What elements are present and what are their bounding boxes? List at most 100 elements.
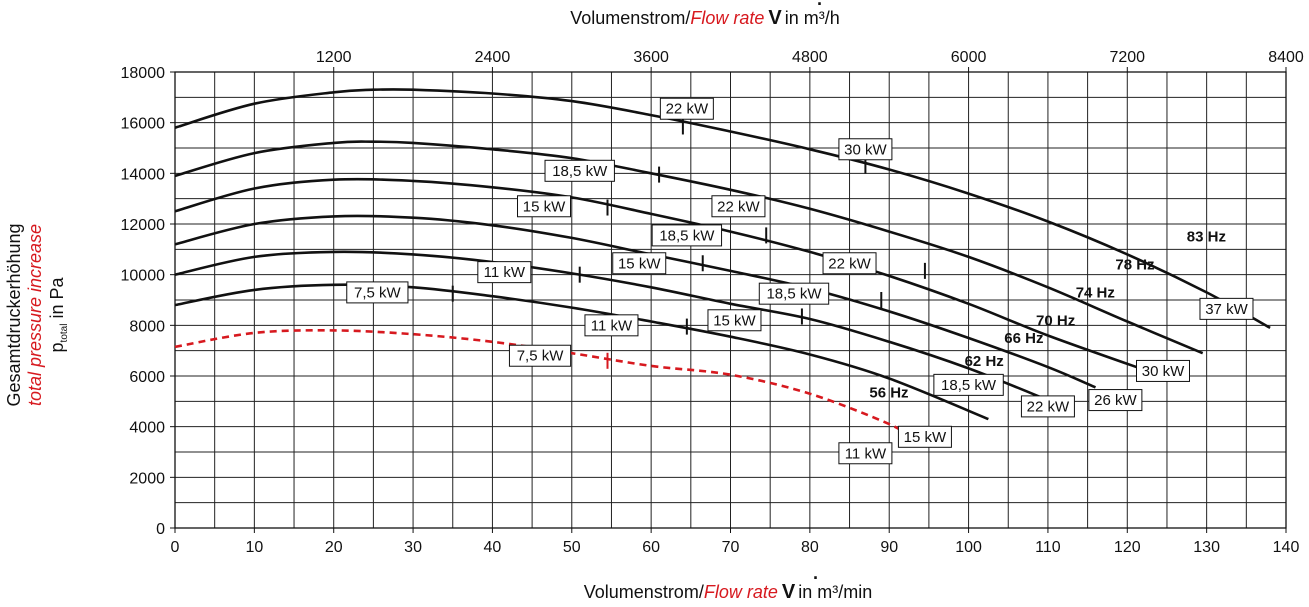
x-tick-label: 100 [955, 539, 982, 556]
power-label-box [508, 344, 572, 367]
x-tick-label: 120 [1114, 539, 1141, 556]
power-label: 18,5 kW [766, 286, 822, 303]
y-axis-title-p: p [47, 342, 67, 352]
power-label-box [822, 252, 877, 275]
y-axis-title-line2: total pressure increase [25, 224, 45, 406]
power-label: 26 kW [1094, 392, 1137, 409]
power-label: 22 kW [1027, 398, 1070, 415]
x-top-tick-label: 2400 [475, 49, 511, 66]
power-label: 11 kW [845, 445, 887, 462]
power-label-box [838, 442, 893, 465]
x-axis-bottom-title-prefix: Volumenstrom/ [584, 582, 704, 602]
curve-74hz [174, 177, 1152, 374]
y-tick-label: 2000 [129, 470, 165, 487]
frequency-label: 62 Hz [965, 353, 1004, 370]
x-axis-bottom-title-dot: · [813, 568, 819, 588]
x-tick-label: 110 [1035, 539, 1061, 556]
x-tick-label: 50 [563, 539, 581, 556]
frequency-label: 78 Hz [1115, 257, 1154, 274]
power-label-box [584, 314, 639, 337]
y-tick-label: 16000 [121, 116, 166, 133]
power-label: 15 kW [523, 198, 566, 215]
x-axis-bottom-title-suffix: in m³/min [798, 582, 872, 602]
frequency-label: 56 Hz [869, 384, 908, 401]
y-axis-ticks: 0 2000 4000 6000 8000 10000 12000 14000 16000 180… [121, 65, 175, 538]
x-tick-label: 60 [642, 539, 660, 556]
power-label-box [707, 309, 762, 332]
power-label: 15 kW [618, 255, 661, 272]
y-axis-title: Gesamtdruckerhöhung total pressure incre… [4, 223, 70, 406]
power-label: 22 kW [717, 198, 760, 215]
power-label-box [1088, 389, 1143, 412]
power-label: 15 kW [904, 429, 947, 446]
x-top-tick-label: 8400 [1268, 49, 1304, 66]
power-label: 30 kW [844, 141, 887, 158]
power-label: 7,5 kW [517, 348, 565, 365]
power-label-box [758, 282, 830, 305]
power-label: 37 kW [1205, 301, 1248, 318]
y-axis-title-sub: total [59, 324, 70, 343]
x-tick-label: 80 [801, 539, 819, 556]
x-tick-label: 0 [171, 539, 180, 556]
power-label-box [933, 373, 1004, 396]
power-label: 18,5 kW [659, 227, 715, 244]
curve-78hz [174, 140, 1204, 355]
power-label: 7,5 kW [354, 284, 402, 301]
x-tick-label: 40 [484, 539, 502, 556]
y-tick-label: 14000 [121, 166, 166, 183]
y-tick-label: 4000 [129, 420, 165, 437]
power-label-box [346, 281, 409, 304]
x-top-tick-label: 6000 [951, 49, 987, 66]
y-axis-title-unit: in Pa [47, 277, 67, 324]
power-label-box [1199, 297, 1254, 320]
power-label: 18,5 kW [552, 163, 608, 180]
power-label: 11 kW [591, 317, 633, 334]
y-tick-label: 8000 [129, 318, 165, 335]
frequency-label: 70 Hz [1036, 312, 1075, 329]
x-tick-label: 30 [404, 539, 422, 556]
x-axis-top-ticks: 1200 2400 3600 4800 6000 7200 8400 [316, 49, 1304, 72]
x-tick-label: 20 [325, 539, 343, 556]
frequency-label: 74 Hz [1076, 284, 1115, 301]
x-axis-bottom-title-symbol: V [782, 581, 796, 603]
x-axis-top-title-suffix: in m³/h [785, 8, 840, 28]
power-label-box [1135, 359, 1190, 382]
x-axis-top-title-red: Flow rate [690, 8, 764, 28]
curve-83hz [174, 88, 1271, 330]
y-tick-label: 12000 [121, 217, 166, 234]
power-label-box [711, 195, 766, 218]
power-label-box [897, 425, 952, 448]
power-label-box [544, 159, 615, 182]
power-label-box [477, 261, 532, 284]
x-axis-top-title-dot: · [817, 0, 823, 14]
x-tick-label: 90 [880, 539, 898, 556]
x-tick-label: 70 [722, 539, 740, 556]
x-top-tick-label: 7200 [1109, 49, 1145, 66]
power-label-box [651, 224, 723, 247]
x-axis-top-title-symbol: V [768, 7, 782, 29]
x-axis-top-title-prefix: Volumenstrom/ [570, 8, 690, 28]
x-tick-label: 130 [1193, 539, 1220, 556]
x-top-tick-label: 4800 [792, 49, 828, 66]
y-tick-label: 0 [156, 521, 165, 538]
curve-66hz [174, 250, 1059, 406]
x-top-tick-label: 3600 [633, 49, 669, 66]
power-label: 11 kW [484, 264, 526, 281]
chart-grid [175, 72, 1286, 528]
power-label: 15 kW [713, 312, 756, 329]
x-tick-label: 10 [245, 539, 263, 556]
power-label: 18,5 kW [941, 377, 997, 394]
curve-56hz [174, 329, 914, 441]
power-label-box [517, 195, 572, 218]
power-label-box [612, 252, 667, 275]
x-top-tick-label: 1200 [316, 49, 352, 66]
x-axis-bottom-title-red: Flow rate [704, 582, 778, 602]
power-label-box [1020, 395, 1075, 418]
power-label-box [838, 138, 893, 161]
y-tick-label: 6000 [129, 369, 165, 386]
y-axis-title-line1: Gesamtdruckerhöhung [4, 223, 24, 406]
power-label-box [659, 97, 714, 120]
frequency-label: 83 Hz [1187, 229, 1226, 246]
